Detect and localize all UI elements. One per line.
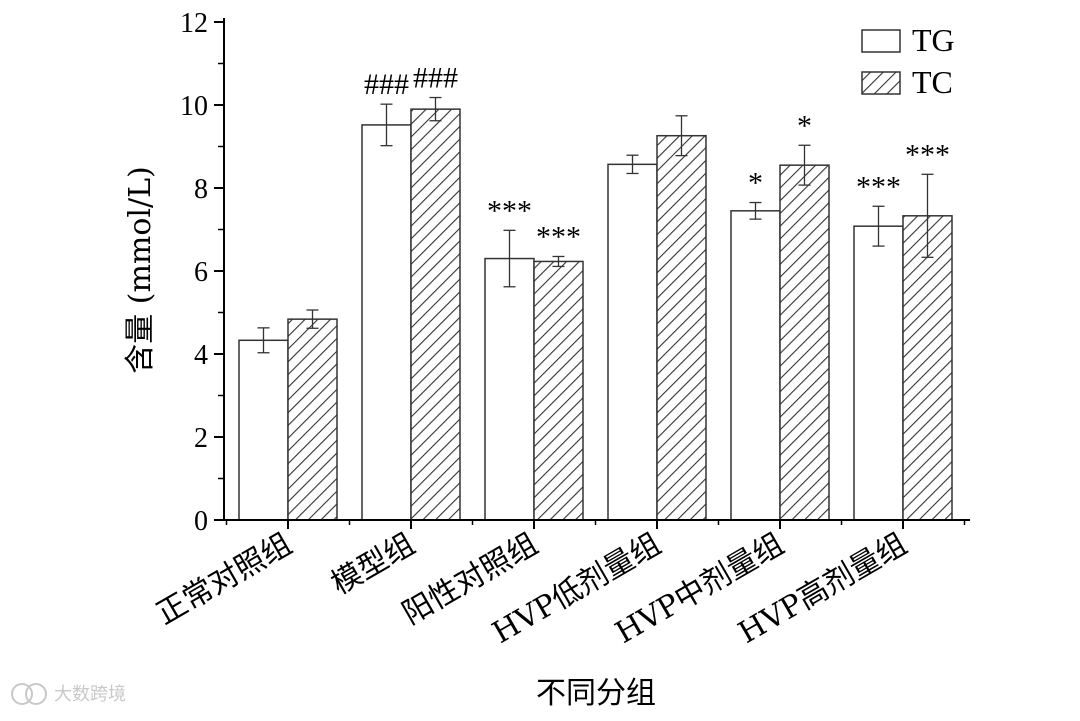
watermark: 大数跨境 <box>11 683 126 705</box>
significance-label: * <box>748 167 763 200</box>
significance-label: * <box>797 109 812 142</box>
error-bar <box>626 154 639 175</box>
significance-label: *** <box>905 138 950 171</box>
significance-label: *** <box>487 194 532 227</box>
y-tick-label: 2 <box>194 423 208 454</box>
legend-swatch <box>861 29 901 53</box>
legend-label: TG <box>912 22 955 58</box>
bar-tg <box>607 163 658 521</box>
legend-item-tg: TG <box>861 22 955 58</box>
error-bar <box>675 115 688 157</box>
significance-label: *** <box>856 170 901 203</box>
bar-tc <box>410 108 461 521</box>
error-bar <box>380 103 393 147</box>
significance-label: ### <box>413 62 458 95</box>
x-tick-label: 正常对照组 <box>151 527 298 632</box>
legend-label: TC <box>912 64 953 100</box>
significance-label: *** <box>536 220 581 253</box>
error-bar <box>872 205 885 247</box>
watermark-logo-icon <box>11 683 47 705</box>
y-tick-label: 10 <box>180 91 208 122</box>
error-bar <box>921 173 934 258</box>
x-axis-title: 不同分组 <box>536 676 656 711</box>
legend-swatch <box>861 71 901 95</box>
y-tick-label: 0 <box>194 506 208 537</box>
bar-tc <box>779 164 830 521</box>
y-tick-label: 8 <box>194 174 208 205</box>
y-tick-label: 4 <box>194 340 208 371</box>
error-bar <box>429 96 442 122</box>
legend: TG TC <box>861 22 955 100</box>
y-tick-label: 12 <box>180 8 208 39</box>
error-bar <box>798 144 811 186</box>
error-bar <box>749 201 762 220</box>
bar-tc <box>656 134 707 521</box>
bar-tc <box>533 260 584 521</box>
bar-tc <box>902 215 953 521</box>
bar-tg <box>730 210 781 521</box>
legend-item-tc: TC <box>861 64 953 100</box>
error-bar <box>503 229 516 288</box>
bar-tg <box>361 124 412 521</box>
bar-tg <box>853 225 904 521</box>
bars-layer <box>238 96 953 521</box>
significance-label: ### <box>364 68 409 101</box>
bar-tg <box>238 339 289 521</box>
error-bar <box>552 255 565 268</box>
annotations-layer: ### ###************** <box>364 62 950 254</box>
watermark-text: 大数跨境 <box>54 684 126 705</box>
error-bar <box>306 309 319 329</box>
bar-tc <box>287 318 338 521</box>
x-tick-label: 模型组 <box>326 527 421 602</box>
y-axis-title: 含量 (mmol/L) <box>123 166 158 374</box>
y-tick-label: 6 <box>194 257 208 288</box>
bar-tg <box>484 257 535 521</box>
error-bar <box>257 327 270 354</box>
